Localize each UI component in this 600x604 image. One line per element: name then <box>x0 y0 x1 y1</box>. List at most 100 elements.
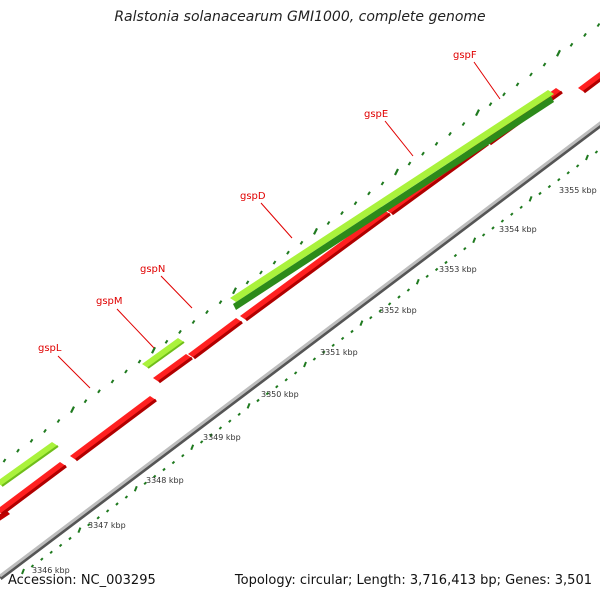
tick-mark <box>49 550 53 555</box>
gene-leader-line <box>116 308 155 349</box>
tick-mark <box>303 361 307 368</box>
backbone <box>0 121 600 580</box>
tick-mark <box>367 191 371 196</box>
gene-label[interactable]: gspN <box>140 264 165 275</box>
gene-label[interactable]: gspF <box>453 50 477 61</box>
tick-mark <box>583 32 587 37</box>
tick-mark <box>30 564 35 568</box>
tick-mark <box>340 211 344 216</box>
gene-leader-line <box>57 355 91 389</box>
tick-mark <box>178 329 182 334</box>
gene-labels: gspL gspM gspN gspD gspE gspF <box>38 50 501 389</box>
tick-mark <box>475 109 480 117</box>
tick-mark <box>218 426 223 430</box>
tick-mark <box>394 168 399 176</box>
inner-gene[interactable] <box>240 210 390 320</box>
outer-gene[interactable] <box>142 338 184 368</box>
tick-mark <box>43 428 47 433</box>
map-title: Ralstonia solanacearum GMI1000, complete… <box>114 9 486 25</box>
inner-gene[interactable] <box>0 462 66 514</box>
gene-label[interactable]: gspL <box>38 343 62 354</box>
tick-mark <box>245 280 250 285</box>
scale-label: 3348 kbp <box>146 476 184 485</box>
accession-text: Accession: NC_003295 <box>8 573 156 588</box>
tick-mark <box>594 150 599 154</box>
inner-gene[interactable] <box>153 354 192 382</box>
tick-mark <box>232 287 237 295</box>
tick-mark <box>566 171 570 175</box>
tick-mark <box>380 181 385 186</box>
tick-mark <box>519 205 523 210</box>
tick-mark <box>284 378 288 382</box>
outer-genes <box>0 90 554 487</box>
tick-mark <box>133 485 138 492</box>
tick-mark <box>463 246 467 251</box>
tick-mark <box>340 336 345 341</box>
outer-gene[interactable] <box>0 442 58 486</box>
tick-mark <box>312 357 317 361</box>
tick-mark <box>502 92 506 97</box>
outer-gene[interactable] <box>230 90 554 302</box>
tick-mark <box>569 42 574 47</box>
gene-leader-line <box>160 275 193 309</box>
tick-mark <box>547 184 552 189</box>
tick-mark <box>538 191 542 196</box>
tick-mark <box>16 448 20 453</box>
tick-mark <box>491 226 495 230</box>
genome-summary: Topology: circular; Length: 3,716,413 bp… <box>234 573 592 588</box>
gene-leader-line <box>260 202 293 239</box>
tick-mark <box>70 406 75 414</box>
tick-mark <box>425 274 429 279</box>
tick-mark <box>246 403 251 409</box>
tick-mark <box>256 398 260 403</box>
scale-label: 3351 kbp <box>320 348 358 357</box>
tick-mark <box>415 278 420 285</box>
tick-mark <box>556 49 561 57</box>
scale-label: 3347 kbp <box>88 521 126 530</box>
tick-mark <box>313 227 318 235</box>
tick-mark <box>397 295 401 299</box>
inner-gene[interactable] <box>188 318 242 358</box>
tick-mark <box>68 536 72 541</box>
tick-mark <box>96 516 100 520</box>
gene-leader-line <box>473 61 501 100</box>
inner-gene[interactable] <box>578 64 600 92</box>
tick-mark <box>421 151 425 156</box>
scale-label: 3349 kbp <box>203 433 241 442</box>
scale-label: 3350 kbp <box>261 390 299 399</box>
tick-mark <box>237 412 241 417</box>
tick-mark <box>218 300 223 305</box>
gene-label[interactable]: gspD <box>240 191 266 202</box>
tick-mark <box>585 154 589 161</box>
tick-mark <box>322 350 326 354</box>
tick-mark <box>171 460 176 465</box>
tick-mark <box>181 453 185 458</box>
outer-ticks <box>2 22 600 463</box>
tick-mark <box>275 384 279 389</box>
inner-gene[interactable] <box>70 396 156 460</box>
tick-mark <box>205 310 209 315</box>
tick-mark <box>209 433 213 437</box>
tick-mark <box>56 418 61 424</box>
tick-mark <box>481 233 486 237</box>
tick-mark <box>124 369 128 374</box>
tick-mark <box>472 237 477 244</box>
gene-label[interactable]: gspM <box>96 296 123 307</box>
tick-mark <box>143 481 147 486</box>
tick-mark <box>378 309 382 313</box>
inner-genes <box>0 64 600 521</box>
scale-label: 3352 kbp <box>379 306 417 315</box>
outer-gene-inner-band <box>233 96 554 310</box>
tick-mark <box>353 201 358 206</box>
tick-mark <box>83 399 88 404</box>
tick-mark <box>529 72 533 77</box>
tick-mark <box>407 161 412 166</box>
tick-mark <box>105 509 110 513</box>
tick-mark <box>58 543 63 548</box>
tick-mark <box>453 253 458 258</box>
tick-mark <box>199 440 204 444</box>
gene-label[interactable]: gspE <box>364 109 388 120</box>
scale-labels: 3346 kbp 3347 kbp 3348 kbp 3349 kbp 3350 kbp… <box>32 186 597 575</box>
tick-mark <box>77 527 82 533</box>
